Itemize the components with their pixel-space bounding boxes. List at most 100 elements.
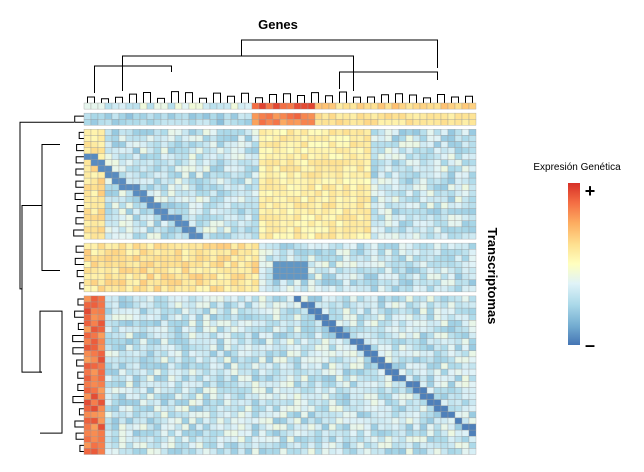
heatmap-cell: [251, 153, 260, 160]
heatmap-cell: [230, 177, 239, 185]
heatmap-cell: [216, 202, 225, 209]
heatmap-cell: [447, 135, 456, 142]
heatmap-cell: [146, 255, 155, 262]
heatmap-cell: [307, 344, 316, 351]
heatmap-cell: [139, 375, 148, 382]
heatmap-cell: [223, 350, 232, 358]
heatmap-cell: [202, 338, 211, 345]
heatmap-cell: [370, 226, 379, 234]
heatmap-cell: [104, 135, 113, 142]
heatmap-cell: [363, 171, 372, 179]
heatmap-cell: [349, 405, 358, 412]
heatmap-cell: [405, 368, 414, 376]
heatmap-cell: [384, 273, 393, 280]
heatmap-cell: [433, 381, 442, 388]
annotation-cell: [244, 102, 253, 110]
heatmap-cell: [125, 301, 134, 309]
heatmap-cell: [454, 165, 463, 173]
heatmap-cell: [286, 196, 295, 203]
heatmap-cell: [363, 368, 372, 376]
heatmap-cell: [412, 399, 421, 406]
heatmap-cell: [342, 387, 351, 394]
heatmap-cell: [132, 344, 141, 351]
heatmap-cell: [370, 387, 379, 394]
heatmap-cell: [412, 112, 421, 120]
heatmap-cell: [454, 368, 463, 376]
heatmap-cell: [237, 399, 246, 406]
heatmap-cell: [447, 417, 456, 425]
heatmap-cell: [258, 112, 267, 120]
heatmap-cell: [272, 267, 281, 274]
heatmap-cell: [258, 405, 267, 412]
heatmap-cell: [104, 177, 113, 185]
heatmap-cell: [419, 326, 428, 333]
heatmap-cell: [167, 423, 176, 431]
heatmap-cell: [139, 153, 148, 160]
heatmap-cell: [370, 362, 379, 370]
heatmap-cell: [356, 255, 365, 262]
heatmap-cell: [174, 242, 183, 250]
heatmap-cell: [83, 129, 92, 136]
heatmap-cell: [349, 375, 358, 382]
heatmap-cell: [384, 135, 393, 142]
heatmap-cell: [188, 436, 197, 443]
heatmap-cell: [363, 135, 372, 142]
heatmap-cell: [433, 208, 442, 215]
heatmap-cell: [83, 350, 92, 358]
heatmap-cell: [188, 147, 197, 154]
heatmap-cell: [265, 214, 274, 221]
heatmap-cell: [153, 190, 162, 197]
heatmap-cell: [377, 153, 386, 160]
heatmap-cell: [188, 448, 197, 455]
heatmap-cell: [454, 177, 463, 185]
heatmap-cell: [286, 368, 295, 376]
heatmap-cell: [174, 436, 183, 443]
heatmap-cell: [104, 119, 113, 126]
heatmap-cell: [321, 436, 330, 443]
heatmap-cell: [433, 129, 442, 136]
heatmap-cell: [279, 190, 288, 197]
heatmap-cell: [237, 220, 246, 228]
heatmap-cell: [167, 279, 176, 286]
heatmap-cell: [300, 338, 309, 345]
heatmap-cell: [286, 405, 295, 412]
heatmap-cell: [391, 141, 400, 148]
heatmap-cell: [160, 153, 169, 160]
heatmap-cell: [237, 119, 246, 126]
heatmap-cell: [125, 214, 134, 221]
heatmap-cell: [391, 242, 400, 250]
heatmap-cell: [307, 332, 316, 339]
heatmap-cell: [286, 320, 295, 327]
annotation-cell: [125, 102, 134, 110]
heatmap-cell: [461, 208, 470, 215]
heatmap-cell: [398, 220, 407, 228]
heatmap-cell: [223, 320, 232, 327]
heatmap-cell: [377, 147, 386, 154]
heatmap-cell: [167, 405, 176, 412]
heatmap-cell: [314, 405, 323, 412]
heatmap-cell: [440, 112, 449, 120]
heatmap-cell: [83, 285, 92, 293]
heatmap-cell: [468, 405, 477, 412]
heatmap-cell: [363, 387, 372, 394]
heatmap-cell: [321, 423, 330, 431]
heatmap-cell: [433, 220, 442, 228]
heatmap-cell: [223, 362, 232, 370]
heatmap-cell: [342, 356, 351, 364]
heatmap-cell: [384, 448, 393, 455]
heatmap-cell: [97, 356, 106, 364]
heatmap-cell: [153, 295, 162, 303]
dendrogram-branch: [41, 144, 60, 272]
heatmap-cell: [83, 423, 92, 431]
heatmap-cell: [146, 214, 155, 221]
heatmap-cell: [230, 196, 239, 203]
heatmap-cell: [90, 165, 99, 173]
heatmap-cell: [426, 368, 435, 376]
heatmap-cell: [447, 159, 456, 167]
heatmap-cell: [279, 226, 288, 234]
heatmap-cell: [419, 295, 428, 303]
heatmap-cell: [384, 393, 393, 400]
heatmap-cell: [377, 307, 386, 315]
heatmap-cell: [349, 255, 358, 262]
heatmap-cell: [118, 242, 127, 250]
